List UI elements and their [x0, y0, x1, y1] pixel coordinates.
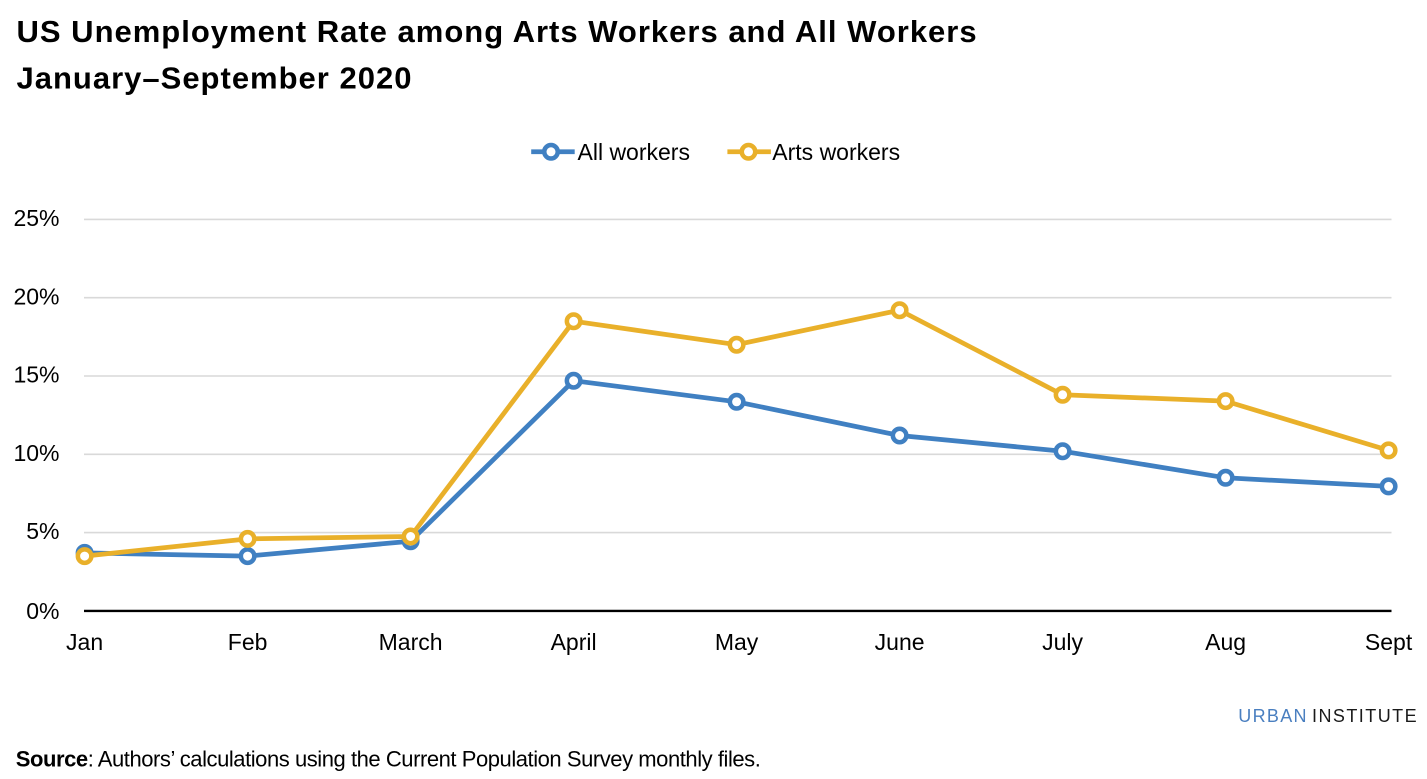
svg-text:Jan: Jan [66, 629, 103, 655]
svg-text:US Unemployment Rate among Art: US Unemployment Rate among Arts Workers … [17, 14, 978, 49]
svg-text:5%: 5% [26, 518, 59, 544]
svg-text:10%: 10% [13, 440, 59, 466]
svg-text:INSTITUTE: INSTITUTE [1312, 706, 1418, 726]
svg-text:April: April [551, 629, 597, 655]
svg-text:20%: 20% [13, 283, 59, 309]
svg-text:URBAN: URBAN [1238, 706, 1308, 726]
svg-text:June: June [875, 629, 925, 655]
svg-text:Arts workers: Arts workers [772, 139, 900, 165]
svg-text:January–September 2020: January–September 2020 [17, 61, 413, 96]
svg-text:Sept: Sept [1365, 629, 1413, 655]
svg-text:July: July [1042, 629, 1083, 655]
svg-text:25%: 25% [13, 205, 59, 231]
svg-text:Feb: Feb [228, 629, 268, 655]
svg-text:May: May [715, 629, 759, 655]
svg-text:0%: 0% [26, 598, 59, 624]
svg-text:Aug: Aug [1205, 629, 1246, 655]
svg-text:Source: Authors’ calculations: Source: Authors’ calculations using the … [16, 746, 761, 771]
svg-text:15%: 15% [13, 362, 59, 388]
svg-text:All workers: All workers [578, 139, 690, 165]
svg-text:March: March [379, 629, 443, 655]
